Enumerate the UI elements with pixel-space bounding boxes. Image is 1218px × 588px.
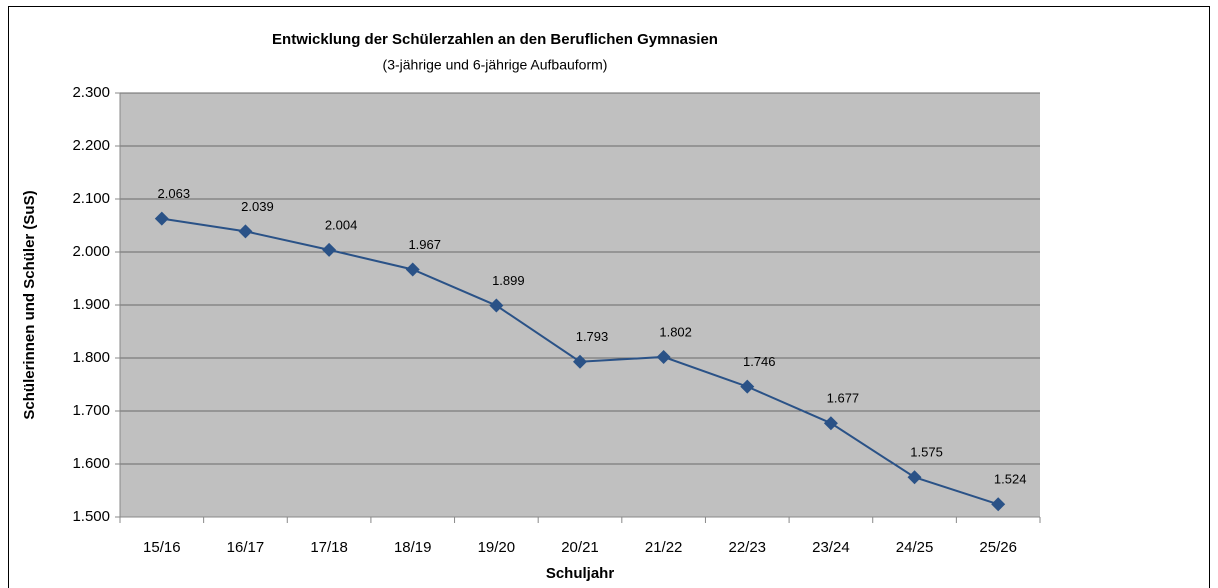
marker (823, 416, 838, 431)
data-label: 2.063 (158, 186, 191, 201)
y-tick-label: 1.700 (72, 402, 110, 419)
marker (573, 354, 587, 369)
x-tick-label: 23/24 (812, 539, 850, 556)
x-tick-label: 21/22 (645, 539, 683, 556)
y-axis-label: Schülerinnen und Schüler (SuS) (21, 190, 38, 419)
marker (322, 242, 337, 257)
data-label: 1.746 (743, 354, 776, 369)
x-tick-label: 19/20 (478, 539, 516, 556)
y-tick-label: 2.100 (72, 190, 110, 207)
y-tick-label: 2.300 (72, 84, 110, 101)
marker (154, 211, 169, 226)
y-tick-label: 1.900 (72, 296, 110, 313)
marker (907, 470, 922, 485)
y-tick-label: 1.800 (72, 349, 110, 366)
x-axis-label: Schuljahr (546, 565, 615, 582)
data-label: 1.677 (827, 391, 860, 406)
data-label: 1.575 (910, 445, 943, 460)
data-label: 2.039 (241, 199, 274, 214)
y-tick-label: 2.200 (72, 137, 110, 154)
data-label: 1.899 (492, 273, 525, 288)
x-tick-label: 25/26 (979, 539, 1017, 556)
x-tick-label: 15/16 (143, 539, 181, 556)
y-tick-label: 1.500 (72, 508, 110, 525)
x-tick-label: 24/25 (896, 539, 934, 556)
marker (238, 224, 253, 239)
data-label: 1.802 (659, 324, 692, 339)
marker (656, 349, 671, 364)
marker (991, 497, 1006, 512)
data-label: 1.793 (576, 329, 609, 344)
y-tick-label: 1.600 (72, 455, 110, 472)
chart-title: Entwicklung der Schülerzahlen an den Ber… (272, 31, 718, 48)
data-label: 2.004 (325, 217, 358, 232)
marker (740, 379, 755, 394)
x-tick-label: 22/23 (728, 539, 766, 556)
data-label: 1.524 (994, 472, 1027, 487)
y-tick-label: 2.000 (72, 243, 110, 260)
data-label: 1.967 (408, 237, 441, 252)
marker (489, 298, 504, 313)
x-tick-label: 16/17 (227, 539, 265, 556)
chart-subtitle: (3-jährige und 6-jährige Aufbauform) (383, 57, 608, 73)
marker (405, 262, 420, 277)
x-tick-label: 20/21 (561, 539, 599, 556)
x-tick-label: 18/19 (394, 539, 432, 556)
x-tick-label: 17/18 (310, 539, 348, 556)
